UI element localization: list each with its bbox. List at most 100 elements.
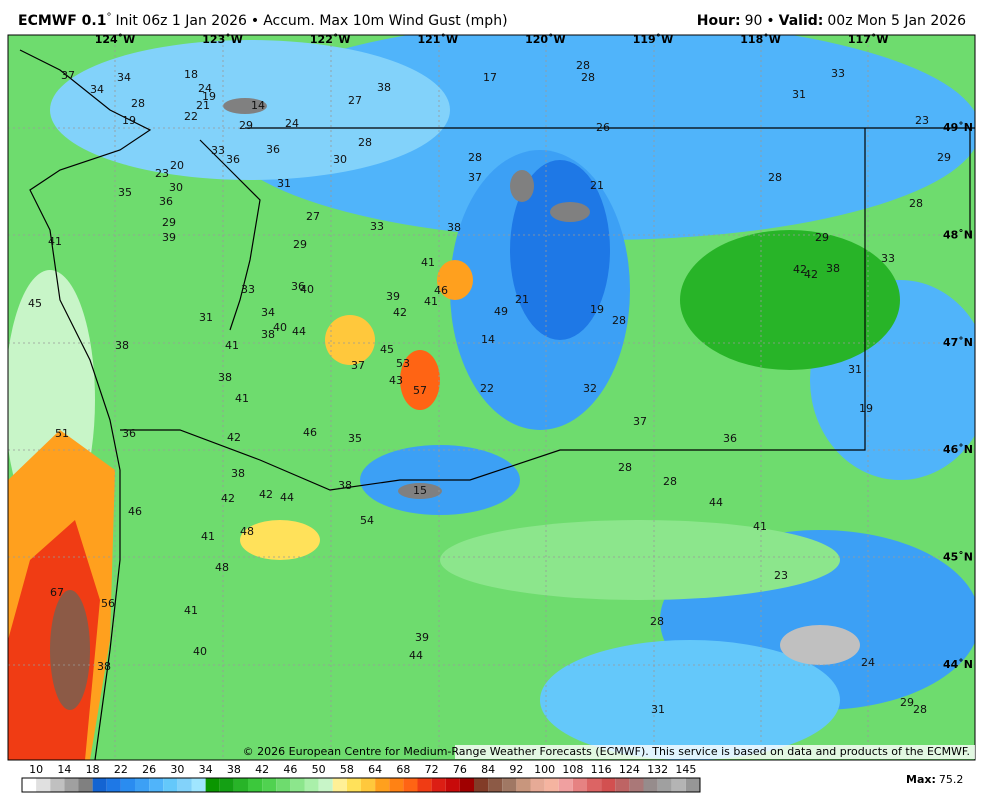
map-value: 42 [793,263,807,276]
map-value: 42 [227,431,241,444]
lon-label: 121˚W [417,33,458,46]
colorbar-label: 76 [453,763,467,776]
map-value: 37 [468,171,482,184]
map-value: 41 [201,530,215,543]
colorbar-swatch [332,778,347,792]
colorbar-label: 14 [57,763,71,776]
colorbar-swatch [474,778,489,792]
map-value: 23 [155,167,169,180]
map-value: 19 [122,114,136,127]
colorbar-swatch [106,778,121,792]
map-value: 56 [101,597,115,610]
colorbar-swatch [191,778,206,792]
map-value: 28 [663,475,677,488]
colorbar-swatch [346,778,361,792]
map-value: 41 [421,256,435,269]
colorbar-swatch [601,778,616,792]
map-value: 28 [131,97,145,110]
map-value: 43 [389,374,403,387]
map-value: 28 [468,151,482,164]
colorbar-swatch [615,778,630,792]
colorbar-label: 116 [591,763,612,776]
colorbar-swatch [318,778,333,792]
map-value: 41 [235,392,249,405]
map-value: 18 [184,68,198,81]
map-value: 49 [494,305,508,318]
map-value: 36 [723,432,737,445]
map-value: 44 [292,325,306,338]
colorbar-label: 92 [509,763,523,776]
map-value: 14 [251,99,265,112]
map-value: 46 [128,505,142,518]
map-value: 26 [596,121,610,134]
map-value: 44 [409,649,423,662]
lon-label: 122˚W [310,33,351,46]
map-value: 39 [386,290,400,303]
colorbar-swatch [572,778,587,792]
map-value: 23 [774,569,788,582]
map-value: 41 [184,604,198,617]
map-value: 40 [300,283,314,296]
init: Init 06z 1 Jan 2026 [115,13,247,29]
colorbar-swatch [36,778,51,792]
map-value: 46 [434,284,448,297]
map-value: 33 [211,144,225,157]
map-value: 37 [61,69,75,82]
colorbar-swatch [233,778,248,792]
map-value: 38 [447,221,461,234]
colorbar-swatch [671,778,686,792]
map-value: 21 [196,99,210,112]
colorbar-swatch [389,778,404,792]
map-value: 45 [28,297,42,310]
lon-label: 120˚W [525,33,566,46]
colorbar-swatch [262,778,277,792]
map-value: 34 [261,306,275,319]
map-value: 19 [590,303,604,316]
map-value: 53 [396,357,410,370]
map-value: 38 [231,467,245,480]
hour-label: Hour: [697,13,741,29]
map-value: 28 [913,703,927,716]
colorbar-swatch [205,778,220,792]
map-value: 19 [859,402,873,415]
colorbar-swatch [177,778,192,792]
map-value: 31 [792,88,806,101]
colorbar-swatch [149,778,164,792]
map-value: 40 [273,321,287,334]
degree: ° [106,12,111,23]
map-value: 38 [826,262,840,275]
map-value: 36 [226,153,240,166]
map-value: 41 [424,295,438,308]
colorbar-swatch [248,778,263,792]
colorbar-swatch [219,778,234,792]
map-value: 30 [333,153,347,166]
colorbar-label: 18 [86,763,100,776]
map-value: 46 [303,426,317,439]
colorbar-swatch [135,778,150,792]
map-value: 32 [583,382,597,395]
map-value: 27 [306,210,320,223]
map-value: 28 [909,197,923,210]
colorbar-swatch [64,778,79,792]
colorbar-swatch [22,778,37,792]
map-value: 37 [633,415,647,428]
map-value: 29 [162,216,176,229]
map-value: 34 [90,83,104,96]
colorbar-label: 68 [396,763,410,776]
map-value: 24 [861,656,875,669]
lon-label: 124˚W [95,33,136,46]
map-value: 28 [650,615,664,628]
lat-label: 46˚N [943,443,973,456]
map-value: 33 [370,220,384,233]
colorbar-label: 108 [562,763,583,776]
map-value: 41 [48,235,62,248]
map-value: 31 [651,703,665,716]
lon-label: 117˚W [848,33,889,46]
colorbar-label: 30 [170,763,184,776]
colorbar-swatch [92,778,107,792]
colorbar-swatch [488,778,503,792]
map-value: 14 [481,333,495,346]
colorbar-swatch [290,778,305,792]
map-value: 36 [291,280,305,293]
sep: • [251,13,259,29]
